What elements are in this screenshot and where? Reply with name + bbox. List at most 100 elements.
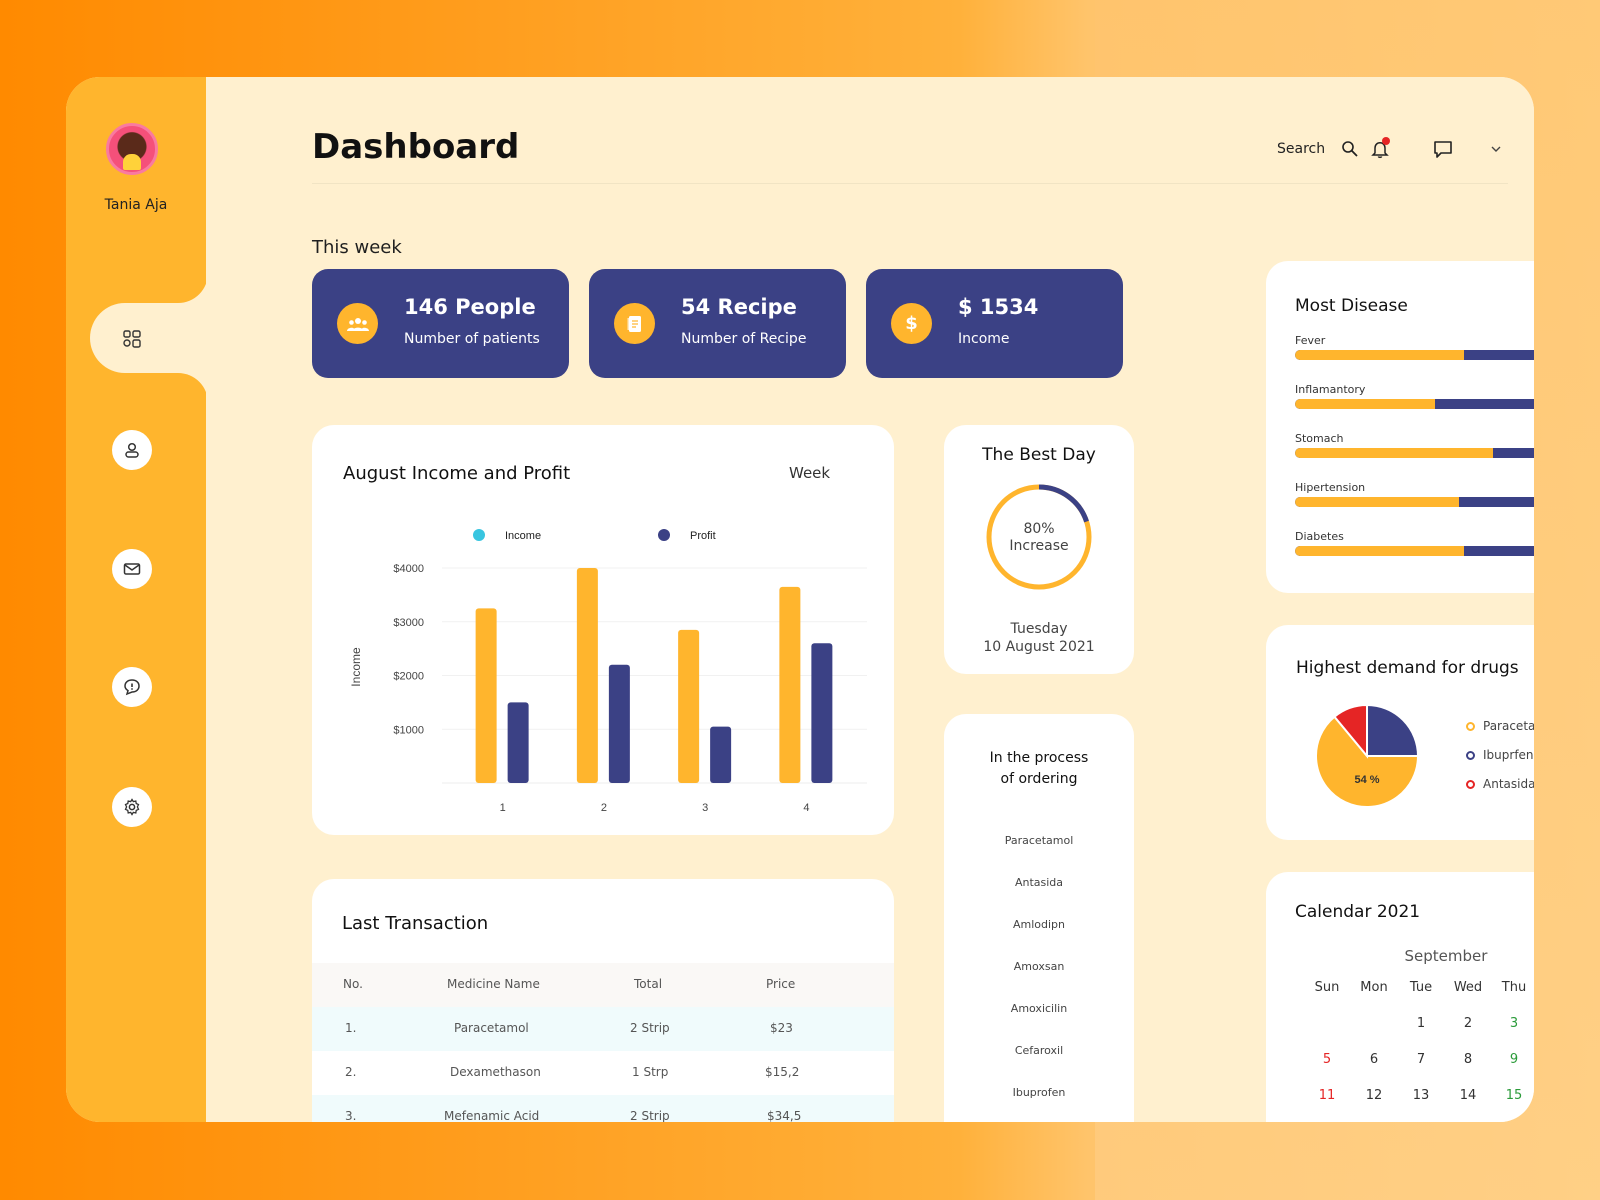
disease-row[interactable]: Fever 69%	[1295, 334, 1534, 374]
search-label[interactable]: Search	[1277, 141, 1326, 157]
user-icon	[125, 442, 139, 458]
legend-marker	[473, 529, 485, 541]
nav-profile[interactable]	[112, 430, 152, 470]
nav-messages[interactable]	[112, 549, 152, 589]
drugs-title: Highest demand for drugs	[1296, 658, 1519, 678]
ordering-item[interactable]: Ibuprofen	[1012, 1086, 1066, 1099]
stat-card-recipes[interactable]: 54 Recipe Number of Recipe	[589, 269, 846, 378]
bar-income[interactable]	[576, 568, 598, 783]
calendar-day[interactable]: 14	[1459, 1088, 1477, 1103]
calendar-month[interactable]: September	[1404, 947, 1488, 965]
bar-income[interactable]	[678, 629, 700, 783]
disease-progress-fill	[1295, 546, 1465, 556]
disease-progress-bar	[1295, 448, 1534, 458]
search-icon[interactable]	[1336, 135, 1364, 163]
app-window: Tania Aja Dashboard Search	[66, 77, 1534, 1122]
bar-profit[interactable]	[811, 643, 833, 783]
nav-dashboard[interactable]	[112, 319, 152, 359]
y-tick-label: $3000	[393, 617, 424, 629]
calendar-day[interactable]: 3	[1509, 1016, 1519, 1031]
legend-label: Ibuprfen	[1483, 748, 1534, 762]
cell-total: 2 Strip	[630, 1021, 670, 1035]
bar-profit[interactable]	[507, 702, 529, 783]
disease-progress-fill	[1295, 399, 1435, 409]
account-dropdown[interactable]	[1482, 135, 1510, 163]
legend-marker	[1466, 780, 1475, 789]
ordering-item[interactable]: Amoxsan	[1013, 960, 1065, 973]
cell-price: $15,2	[765, 1065, 800, 1079]
ordering-item[interactable]: Amlodipn	[1012, 918, 1066, 931]
weekday-label: Mon	[1360, 980, 1388, 995]
drug-demand-card: Highest demand for drugs 54 % Paracetamo…	[1266, 625, 1534, 840]
disease-row[interactable]: Stomach 81%	[1295, 432, 1534, 472]
avatar[interactable]	[106, 123, 158, 175]
bar-income[interactable]	[779, 586, 801, 783]
bell-icon	[1371, 142, 1389, 159]
bar-profit[interactable]	[710, 726, 732, 783]
disease-title: Most Disease	[1295, 296, 1408, 316]
legend-item-antasida: Antasida	[1466, 777, 1534, 791]
chevron-down-icon	[1491, 146, 1501, 152]
ordering-item[interactable]: Cefaroxil	[1014, 1044, 1064, 1057]
calendar-day[interactable]: 13	[1412, 1088, 1430, 1103]
header-divider	[312, 183, 1508, 184]
y-axis-label: Income	[349, 647, 363, 687]
calendar-day[interactable]: 9	[1509, 1052, 1519, 1067]
x-tick-label: 1	[500, 802, 506, 814]
calendar-day[interactable]: 5	[1322, 1052, 1332, 1067]
gear-icon	[124, 798, 140, 816]
disease-row[interactable]: Diabetes 66%	[1295, 530, 1534, 570]
pie-slice-antasida[interactable]	[1333, 703, 1368, 759]
nav-settings[interactable]	[112, 787, 152, 827]
column-header: Total	[634, 977, 663, 991]
disease-row[interactable]: Hipertension 57%	[1295, 481, 1534, 521]
calendar-day[interactable]: 15	[1505, 1088, 1523, 1103]
mail-icon	[123, 563, 141, 575]
ring-segment	[1038, 484, 1089, 523]
y-tick-label: $1000	[393, 724, 424, 736]
best-day-title: The Best Day	[982, 445, 1096, 465]
cell-number: 3.	[345, 1109, 357, 1122]
legend-item-ibuprfen: Ibuprfen	[1466, 748, 1534, 762]
calendar-day[interactable]: 2	[1463, 1016, 1473, 1031]
ordering-item[interactable]: Antasida	[1014, 876, 1064, 889]
cell-total: 2 Strip	[630, 1109, 670, 1122]
bar-profit[interactable]	[608, 664, 630, 783]
period-selector[interactable]: Week	[789, 464, 831, 482]
ordering-item[interactable]: Paracetamol	[1004, 834, 1074, 847]
calendar-day[interactable]: 1	[1416, 1016, 1426, 1031]
table-row[interactable]: 3. Mefenamic Acid 2 Strip $34,5	[312, 1095, 894, 1122]
section-label-this-week: This week	[312, 237, 402, 258]
weekday-label: Tue	[1409, 980, 1433, 995]
bar-income[interactable]	[475, 608, 497, 783]
table-row[interactable]: 1. Paracetamol 2 Strip $23	[312, 1007, 894, 1051]
cell-medicine: Paracetamol	[454, 1021, 529, 1035]
nav-reports[interactable]	[112, 667, 152, 707]
calendar-day[interactable]: 7	[1416, 1052, 1426, 1067]
x-tick-label: 2	[601, 802, 607, 814]
ordering-title: In the process of ordering	[944, 748, 1134, 790]
calendar-day[interactable]: 6	[1369, 1052, 1379, 1067]
legend-marker	[658, 529, 670, 541]
people-icon	[337, 303, 378, 344]
stat-card-income[interactable]: $ $ 1534 Income	[866, 269, 1123, 378]
best-day-date: 10 August 2021	[983, 639, 1095, 655]
ordering-item[interactable]: Amoxicilin	[1010, 1002, 1068, 1015]
calendar-day[interactable]: 12	[1365, 1088, 1383, 1103]
stat-label: Number of patients	[404, 331, 540, 347]
x-tick-label: 3	[702, 802, 708, 814]
user-name: Tania Aja	[104, 197, 168, 213]
column-header: Medicine Name	[447, 977, 540, 991]
chart-title: August Income and Profit	[343, 463, 571, 484]
pie-slice-paracetamol[interactable]	[1315, 715, 1420, 808]
notification-button[interactable]	[1366, 135, 1394, 163]
pie-slice-ibuprfen[interactable]	[1366, 703, 1420, 757]
table-row[interactable]: 2. Dexamethason 1 Strp $15,2	[312, 1051, 894, 1095]
calendar-day[interactable]: 8	[1463, 1052, 1473, 1067]
stat-card-patients[interactable]: 146 People Number of patients	[312, 269, 569, 378]
disease-progress-bar	[1295, 497, 1534, 507]
messages-button[interactable]	[1429, 135, 1457, 163]
disease-row[interactable]: Inflamantory 52%	[1295, 383, 1534, 423]
calendar-day[interactable]: 11	[1318, 1088, 1336, 1103]
notification-dot	[1382, 137, 1390, 145]
